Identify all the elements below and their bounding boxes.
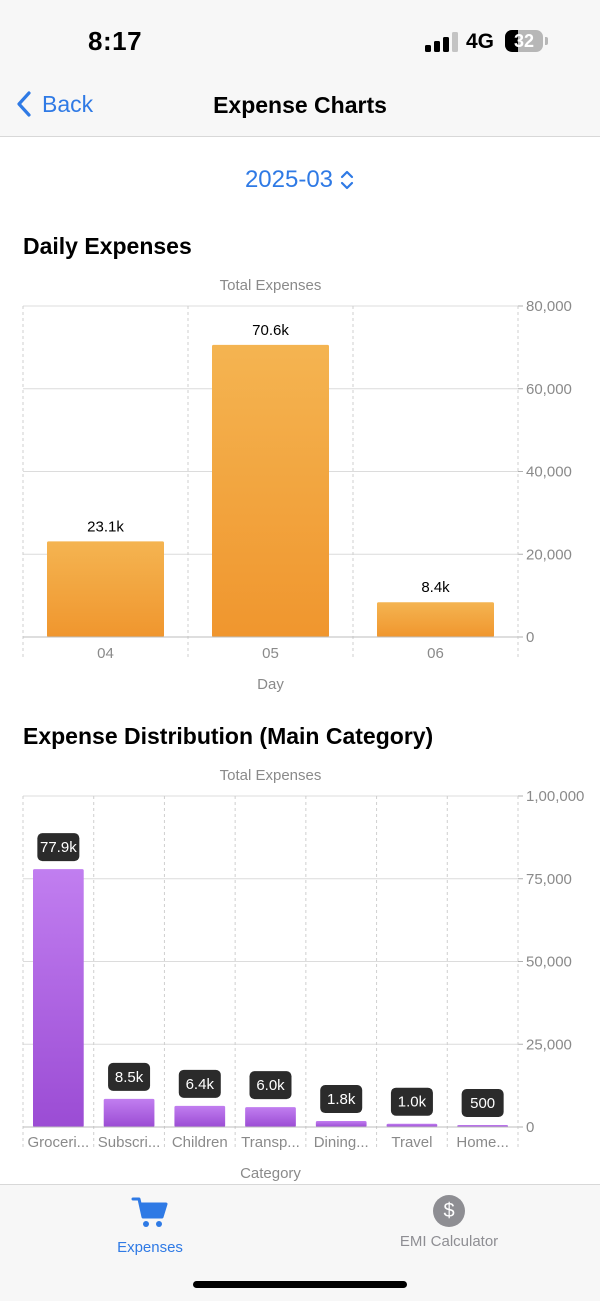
battery-level: 32 [513, 31, 535, 51]
y-tick-label: 60,000 [526, 381, 572, 398]
x-tick-label: Travel [391, 1134, 432, 1151]
value-label: 70.6k [252, 322, 289, 339]
bar-Travel [386, 1123, 438, 1127]
bar-Transp... [245, 1107, 296, 1127]
battery-cap [545, 37, 548, 45]
value-badge [249, 1071, 292, 1100]
value-label: 6.0k [256, 1077, 285, 1094]
value-badge [390, 1087, 433, 1116]
y-tick-label: 0 [526, 629, 534, 646]
y-tick-label: 1,00,000 [526, 788, 584, 805]
y-tick-label: 20,000 [526, 546, 572, 563]
value-label: 6.4k [186, 1076, 215, 1093]
x-tick-label: Home... [456, 1134, 509, 1151]
y-tick-label: 25,000 [526, 1036, 572, 1053]
bar-Children [174, 1105, 226, 1127]
status-bar: 8:17 4G 32 [0, 0, 600, 80]
bar-04 [47, 541, 164, 637]
cart-icon [131, 1197, 168, 1227]
month-picker[interactable]: 2025-03 [0, 166, 600, 194]
tab-emi-label: EMI Calculator [399, 1233, 499, 1250]
back-button[interactable]: Back [16, 90, 93, 118]
nav-bar: Back Expense Charts [0, 80, 600, 137]
chart-title: Total Expenses [220, 767, 322, 784]
tab-emi-calculator[interactable]: $ EMI Calculator [359, 1195, 539, 1250]
home-indicator [193, 1281, 407, 1288]
value-badge [461, 1089, 504, 1117]
x-tick-label: Subscri... [98, 1134, 161, 1151]
x-tick-label: 04 [97, 645, 114, 662]
status-time: 8:17 [88, 26, 143, 56]
y-tick-label: 75,000 [526, 871, 572, 888]
tab-expenses-label: Expenses [117, 1239, 183, 1256]
value-label: 77.9k [40, 839, 77, 856]
month-value: 2025-03 [244, 166, 334, 193]
cellular-signal-icon [425, 32, 459, 52]
x-tick-label: 05 [262, 645, 279, 662]
value-badge [178, 1069, 221, 1098]
bar-Dining... [315, 1121, 367, 1127]
back-label: Back [42, 90, 94, 117]
y-tick-label: 40,000 [526, 464, 572, 481]
value-label: 500 [470, 1095, 495, 1112]
x-tick-label: Transp... [241, 1134, 300, 1151]
page-title: Expense Charts [213, 92, 387, 118]
y-tick-label: 0 [526, 1119, 534, 1136]
bar-06 [377, 602, 494, 637]
value-label: 1.8k [327, 1091, 356, 1108]
y-tick-label: 80,000 [526, 298, 572, 315]
bar-Subscri... [103, 1098, 155, 1127]
x-axis-title: Day [257, 676, 284, 693]
daily-expenses-heading: Daily Expenses [23, 233, 192, 259]
distribution-chart: Total Expenses 0 25,000 50,000 75,000 1,00,00… [22, 767, 584, 1182]
x-tick-label: Children [172, 1134, 228, 1151]
bar-Groceri... [33, 869, 84, 1127]
chevron-left-icon [17, 91, 31, 117]
x-tick-label: Groceri... [28, 1134, 90, 1151]
value-badge [37, 833, 80, 862]
tab-expenses[interactable]: Expenses [60, 1195, 240, 1256]
x-tick-label: 06 [427, 645, 444, 662]
value-label: 1.0k [398, 1094, 427, 1111]
bar-05 [212, 344, 329, 637]
value-label: 8.5k [115, 1069, 144, 1086]
daily-expenses-chart: Total Expenses 0 20,000 40,000 60,000 80,000 2… [22, 277, 572, 693]
value-label: 23.1k [87, 518, 124, 535]
value-badge [108, 1062, 151, 1091]
value-badge [320, 1085, 363, 1114]
x-tick-label: Dining... [314, 1134, 369, 1151]
dollar-circle-icon: $ [433, 1195, 465, 1227]
chevron-up-down-icon [340, 170, 354, 190]
x-axis-title: Category [240, 1165, 301, 1182]
battery-icon: 32 [505, 30, 543, 52]
distribution-heading: Expense Distribution (Main Category) [23, 723, 434, 749]
value-label: 8.4k [421, 579, 450, 596]
y-tick-label: 50,000 [526, 954, 572, 971]
network-type: 4G [466, 30, 495, 53]
chart-title: Total Expenses [220, 277, 322, 294]
